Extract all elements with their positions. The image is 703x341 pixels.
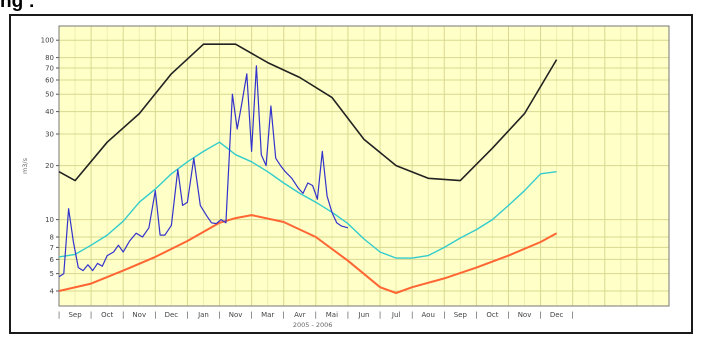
- series-line-min: [58, 214, 558, 294]
- x-tick-label: Mar: [261, 311, 274, 319]
- x-tick-separator: |: [122, 311, 124, 319]
- x-tick-separator: |: [475, 311, 477, 319]
- series-line-mean: [58, 141, 557, 259]
- y-tick-label: 6: [50, 256, 55, 264]
- x-tick-label: Avr: [294, 311, 306, 319]
- x-tick-label: Jul: [391, 311, 401, 319]
- x-tick-label: Sep: [68, 311, 82, 319]
- x-tick-separator: |: [507, 311, 509, 319]
- y-tick-label: 5: [50, 270, 54, 278]
- x-axis-label: 2005 - 2006: [293, 321, 333, 329]
- x-tick-separator: |: [572, 311, 574, 319]
- x-tick-label: Sep: [454, 311, 468, 319]
- x-tick-label: Dec: [165, 311, 179, 319]
- x-tick-separator: |: [283, 311, 285, 319]
- y-tick-label: 80: [45, 54, 54, 62]
- y-tick-label: 10: [45, 216, 54, 224]
- y-tick-label: 60: [45, 77, 54, 85]
- x-tick-label: Aou: [422, 311, 435, 319]
- x-tick-separator: |: [379, 311, 381, 319]
- plot-border: [58, 25, 670, 307]
- y-tick-label: 4: [50, 288, 55, 296]
- x-tick-separator: |: [411, 311, 413, 319]
- y-axis-label: m3/s: [21, 157, 29, 174]
- x-tick-label: Nov: [229, 311, 243, 319]
- y-tick-label: 40: [45, 108, 54, 116]
- x-tick-separator: |: [186, 311, 188, 319]
- y-tick-label: 7: [50, 244, 54, 252]
- x-tick-label: Oct: [486, 311, 498, 319]
- y-tick-label: 8: [50, 234, 54, 242]
- series-line-observed: [58, 65, 349, 278]
- x-tick-label: Dec: [550, 311, 564, 319]
- x-tick-separator: |: [315, 311, 317, 319]
- y-tick-label: 70: [45, 64, 54, 72]
- x-tick-label: Mai: [326, 311, 338, 319]
- x-tick-separator: |: [539, 311, 541, 319]
- x-tick-separator: |: [250, 311, 252, 319]
- x-tick-separator: |: [90, 311, 92, 319]
- x-tick-label: Nov: [132, 311, 146, 319]
- x-tick-label: Nov: [518, 311, 532, 319]
- chart-frame: 4 5 6 7 8 10 20 30 40 50 60 70 80 100 Sep Oct Nov Dec Jan N…: [9, 14, 693, 334]
- y-tick-label: 20: [45, 162, 54, 170]
- y-tick-label: 30: [45, 131, 54, 139]
- y-tick-label: 50: [45, 91, 54, 99]
- x-tick-separator: |: [218, 311, 220, 319]
- y-tick-label: 100: [41, 37, 54, 45]
- page-heading: ng :: [0, 0, 35, 12]
- x-tick-label: Jan: [197, 311, 209, 319]
- series-line-max: [58, 43, 558, 182]
- x-tick-separator: |: [347, 311, 349, 319]
- river-flow-chart: 4 5 6 7 8 10 20 30 40 50 60 70 80 100 Sep Oct Nov Dec Jan N…: [21, 25, 670, 329]
- x-tick-separator: |: [58, 311, 60, 319]
- x-tick-separator: |: [443, 311, 445, 319]
- x-tick-label: Jun: [358, 311, 370, 319]
- x-tick-label: Oct: [101, 311, 113, 319]
- x-tick-separator: |: [154, 311, 156, 319]
